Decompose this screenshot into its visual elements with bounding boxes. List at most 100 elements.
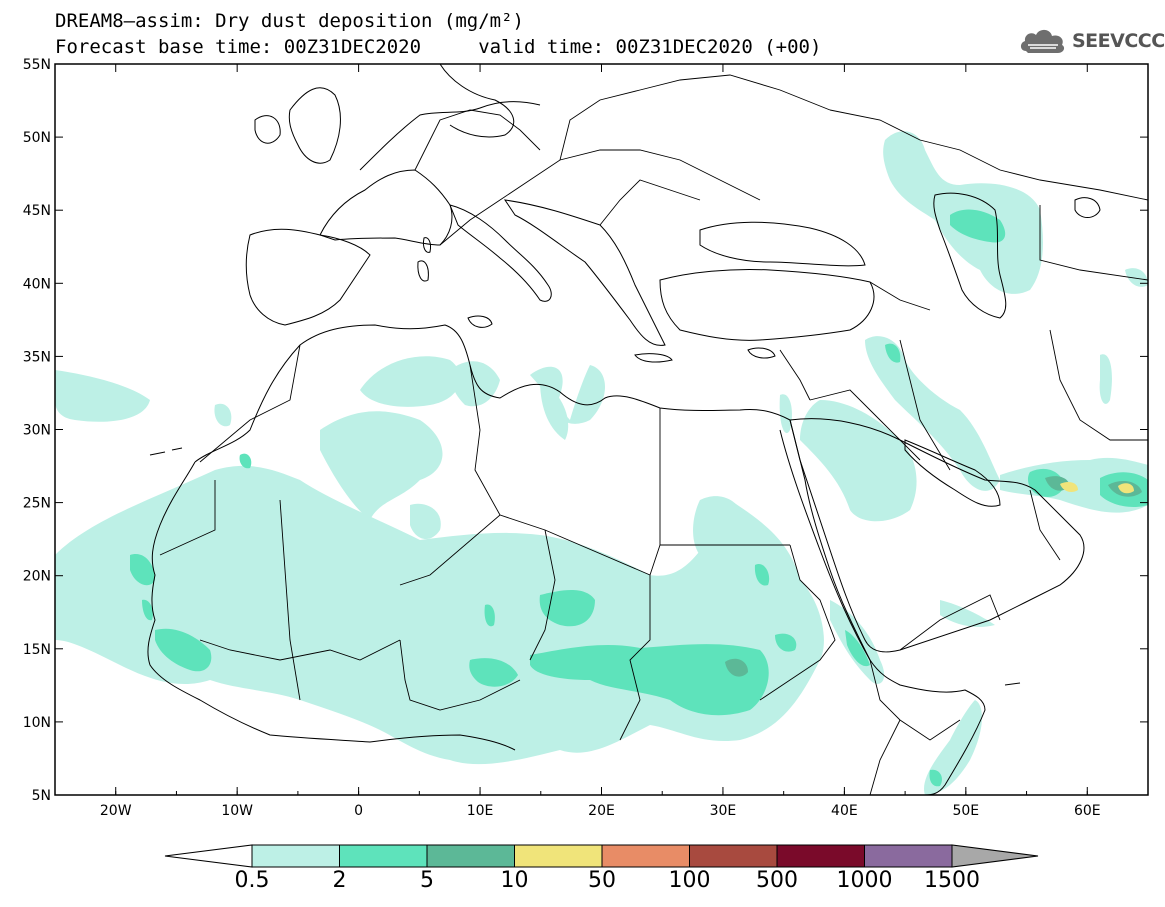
border-mali-niger <box>399 514 651 586</box>
lat-tick-label: 45N <box>23 203 51 219</box>
africa-coast <box>194 324 986 795</box>
dust-area-egypt-sudan <box>754 564 770 586</box>
border-saudi-iraq <box>809 389 921 461</box>
france <box>319 169 453 246</box>
border-chad-sudan <box>619 575 651 741</box>
dust-area-libya <box>530 365 605 424</box>
colorbar-label: 0.5 <box>235 868 270 893</box>
dust-area-mauritania-coast <box>130 554 155 586</box>
sardinia <box>417 260 429 282</box>
dust-area-caspian <box>950 209 1006 243</box>
uk-ireland <box>288 87 341 164</box>
border-oman <box>1029 489 1061 561</box>
dust-area-red-sea-eritrea <box>845 630 870 667</box>
border-middle-east <box>779 349 811 401</box>
colorbar-bin <box>251 844 340 868</box>
dust-area-algeria-blob <box>410 503 441 540</box>
colorbar-bin <box>514 844 603 868</box>
black-sea <box>699 221 866 267</box>
logo-text: SEEVCCC <box>1072 30 1165 52</box>
colorbar-bin <box>689 844 778 868</box>
colorbar-label: 500 <box>756 868 798 893</box>
lon-tick-label: 30E <box>710 803 737 819</box>
arabia <box>789 418 1085 653</box>
dust-area-central-asia <box>1125 268 1148 287</box>
border-sahel-2 <box>159 480 216 556</box>
colorbar-above-arrow <box>951 844 1039 868</box>
lat-tick-label: 15N <box>23 642 51 658</box>
dust-area-sudan-core <box>725 658 748 677</box>
lon-tick-label: 10E <box>467 803 494 819</box>
border-europe-1 <box>439 149 761 246</box>
anatolia <box>659 268 875 341</box>
border-kazakh <box>1039 205 1148 281</box>
dust-area-nigeria <box>469 658 518 687</box>
persian-gulf <box>904 439 1001 507</box>
colorbar-label: 2 <box>333 868 347 893</box>
cloud-icon <box>1020 29 1065 53</box>
colorbar-bin <box>426 844 515 868</box>
dust-area-mauritania-coast2 <box>142 599 153 621</box>
lat-tick-label: 40N <box>23 276 51 292</box>
forecast-time-line: Forecast base time: 00Z31DEC2020 valid t… <box>55 36 822 58</box>
border-iraq-iran <box>899 339 951 471</box>
colorbar-label: 10 <box>501 868 529 893</box>
dust-area-iran-east <box>1099 354 1112 404</box>
colorbar-bin <box>601 844 690 868</box>
lat-tick-label: 25N <box>23 496 51 512</box>
coastlines <box>147 64 1101 795</box>
border-west-africa <box>199 639 401 661</box>
colorbar-label: 5 <box>420 868 434 893</box>
border-somalia <box>869 719 901 795</box>
europe-north <box>359 101 541 171</box>
border-europe-2 <box>414 109 541 171</box>
colorbar: 0.5 2 5 10 50 100 500 1000 1500 <box>164 844 1039 893</box>
lon-tick-label: 0 <box>354 803 363 819</box>
colorbar-bin <box>776 844 865 868</box>
lon-tick-label: 10W <box>221 803 253 819</box>
lon-tick-label: 20E <box>588 803 615 819</box>
border-iran-afghanistan <box>1049 329 1148 441</box>
dust-area-egypt-west <box>540 380 569 440</box>
dust-area-pakistan-peak <box>1118 483 1134 494</box>
lat-tick-label: 20N <box>23 569 51 585</box>
border-sudan-ethiopia <box>759 544 836 701</box>
dust-area-algeria-north <box>360 356 461 407</box>
italy <box>449 204 552 302</box>
dust-area-yemen <box>940 600 995 627</box>
dust-area-niger <box>484 604 495 627</box>
cyprus <box>747 347 776 359</box>
border-morocco-algeria <box>199 344 301 463</box>
crete <box>634 353 673 363</box>
dust-area-levant <box>779 394 792 434</box>
border-libya-egypt <box>649 408 661 576</box>
lat-tick-label: 55N <box>23 57 51 73</box>
border-sahel-1 <box>279 499 301 701</box>
dust-area-sudan-east <box>775 633 797 652</box>
west-africa-coast <box>147 461 516 751</box>
scandinavia <box>439 64 515 138</box>
lat-tick-label: 50N <box>23 130 51 146</box>
dust-area-iran-west <box>885 343 901 363</box>
colorbar-bin <box>864 844 953 868</box>
dust-area-gulf-peak <box>1060 482 1078 492</box>
border-europe-4 <box>599 179 701 226</box>
dust-area-tunisia <box>450 361 500 407</box>
colorbar-label: 50 <box>588 868 616 893</box>
lon-tick-label: 40E <box>831 803 858 819</box>
dust-area-somalia <box>924 700 982 795</box>
canaries <box>149 447 183 456</box>
red-sea <box>779 429 871 661</box>
balkans-greece <box>503 199 666 346</box>
lat-tick-label: 10N <box>23 715 51 731</box>
country-borders <box>159 74 1148 795</box>
iberia <box>245 228 371 326</box>
colorbar-label: 1500 <box>924 868 980 893</box>
dust-area-iraq <box>865 336 1000 491</box>
dust-area-arabia-north <box>800 400 917 522</box>
border-niger-chad <box>529 529 556 661</box>
lon-tick-label: 20W <box>100 803 132 819</box>
dust-area-morocco <box>214 403 232 427</box>
caspian-sea <box>933 192 1007 319</box>
